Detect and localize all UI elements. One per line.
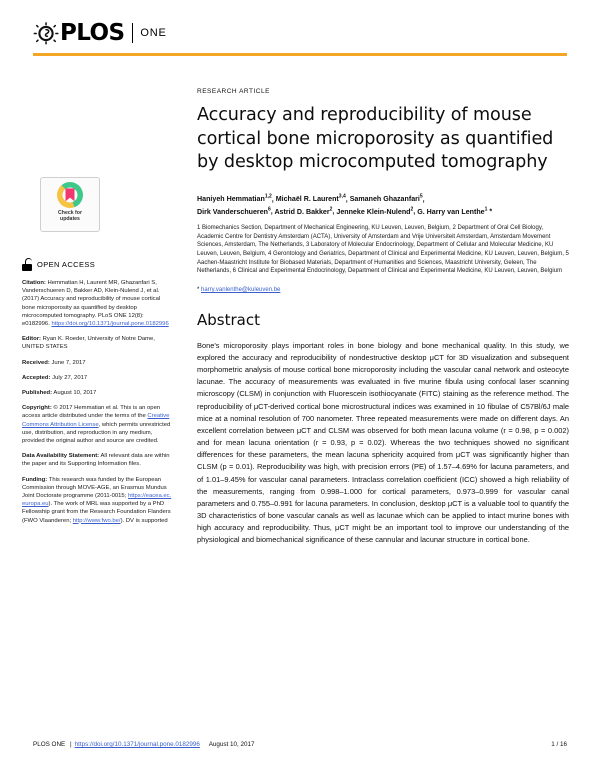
published-label: Published: bbox=[22, 390, 53, 397]
published-date: August 10, 2017 bbox=[52, 390, 97, 397]
author-list: Haniyeh Hemmatian1,2, Michaël R. Laurent… bbox=[197, 193, 493, 216]
cc-license-link[interactable]: Creative Commons Attribution License bbox=[22, 413, 170, 428]
citation-block: Citation: Hemmatian H, Laurent MR, Ghaza… bbox=[22, 279, 172, 328]
crossmark-ring-icon bbox=[57, 182, 83, 208]
funding-text-3: ). DV is supported bbox=[120, 517, 168, 524]
page-header: PLOS ONE bbox=[0, 0, 600, 60]
funding-block: Funding: This research was funded by the… bbox=[22, 476, 172, 525]
crossmark-label-line2: updates bbox=[60, 216, 80, 223]
data-availability-block: Data Availability Statement: All relevan… bbox=[22, 452, 172, 468]
received-block: Received: June 7, 2017 bbox=[22, 359, 172, 367]
fwo-link[interactable]: http://www.fwo.be/ bbox=[72, 517, 121, 524]
footer-date: August 10, 2017 bbox=[208, 741, 255, 748]
author-item[interactable]: G. Harry van Lenthe1 bbox=[417, 206, 488, 216]
crossmark-label-line1: Check for bbox=[58, 210, 82, 216]
abstract-text: Bone's microporosity plays important rol… bbox=[197, 340, 569, 545]
open-lock-icon bbox=[22, 258, 32, 271]
crossmark-label: Check for updates bbox=[58, 210, 82, 223]
copyright-label: Copyright: bbox=[22, 405, 52, 412]
crossmark-badge[interactable]: Check for updates bbox=[40, 177, 100, 232]
data-availability-text: All relevant data are within the paper a… bbox=[22, 453, 170, 468]
author-item[interactable]: Astrid D. Bakker2 bbox=[274, 206, 333, 216]
page-title: Accuracy and reproducibility of mouse co… bbox=[197, 105, 554, 172]
author-item[interactable]: Jenneke Klein-Nulend2 bbox=[336, 206, 414, 216]
accepted-date: July 27, 2017 bbox=[50, 374, 88, 381]
copyright-text-after: , which permits unrestricted use, distri… bbox=[22, 421, 171, 445]
open-access-label: OPEN ACCESS bbox=[37, 260, 96, 269]
logo-divider bbox=[132, 23, 134, 43]
accepted-label: Accepted: bbox=[22, 374, 51, 381]
author-item[interactable]: Michaël R. Laurent3,4 bbox=[275, 193, 346, 203]
received-date: June 7, 2017 bbox=[49, 359, 86, 366]
footer-page-number: 1 / 16 bbox=[551, 741, 567, 748]
funding-text-1: This research was funded by the European… bbox=[22, 476, 167, 500]
editor-text: Ryan K. Roeder, University of Notre Dame… bbox=[22, 336, 155, 351]
author-item[interactable]: Dirk Vanderschueren6 bbox=[197, 206, 271, 216]
editor-block: Editor: Ryan K. Roeder, University of No… bbox=[22, 335, 172, 351]
plos-sun-icon bbox=[33, 21, 59, 45]
crossmark-bookmark-icon bbox=[65, 188, 75, 202]
corresponding-marker: * bbox=[197, 286, 200, 293]
citation-label: Citation: bbox=[22, 280, 46, 286]
accepted-block: Accepted: July 27, 2017 bbox=[22, 374, 172, 382]
open-access-badge: OPEN ACCESS bbox=[22, 258, 172, 271]
published-block: Published: August 10, 2017 bbox=[22, 389, 172, 397]
journal-name-one: ONE bbox=[140, 27, 167, 39]
citation-text: Hemmatian H, Laurent MR, Ghazanfari S, V… bbox=[22, 280, 161, 328]
author-item[interactable]: Samaneh Ghazanfari5 bbox=[349, 193, 423, 203]
editor-label: Editor: bbox=[22, 336, 41, 343]
copyright-block: Copyright: © 2017 Hemmatian et al. This … bbox=[22, 404, 172, 445]
funding-label: Funding: bbox=[22, 476, 48, 483]
abstract-heading: Abstract bbox=[197, 310, 260, 329]
article-metadata-sidebar: Check for updates OPEN ACCESS Citation: … bbox=[22, 150, 172, 532]
footer-left: PLOS ONE | https://doi.org/10.1371/journa… bbox=[33, 741, 255, 748]
author-item[interactable]: Haniyeh Hemmatian1,2 bbox=[197, 193, 272, 203]
header-accent-rule bbox=[33, 53, 567, 56]
funding-text-2: ). The work of MRL was supported by a Ph… bbox=[22, 501, 171, 524]
corresponding-email-link[interactable]: harry.vanlenthe@kuleuven.be bbox=[201, 286, 281, 293]
data-availability-label: Data Availability Statement: bbox=[22, 453, 100, 460]
footer-separator: | bbox=[69, 741, 72, 748]
corresponding-author: * harry.vanlenthe@kuleuven.be bbox=[197, 286, 569, 295]
article-main-column: RESEARCH ARTICLE Accuracy and reproducib… bbox=[197, 88, 569, 546]
plos-wordmark: PLOS bbox=[60, 19, 125, 46]
affiliations-list: 1 Biomechanics Section, Department of Me… bbox=[197, 225, 569, 275]
citation-doi-link[interactable]: https://doi.org/10.1371/journal.pone.018… bbox=[51, 321, 169, 328]
copyright-text-before: © 2017 Hemmatian et al. This is an open … bbox=[22, 405, 161, 420]
footer-journal: PLOS ONE bbox=[33, 741, 66, 748]
eacea-link[interactable]: https://eacea.ec.europa.eu bbox=[22, 493, 172, 508]
footer-doi-link[interactable]: https://doi.org/10.1371/journal.pone.018… bbox=[74, 741, 200, 748]
article-type-kicker: RESEARCH ARTICLE bbox=[197, 88, 270, 95]
plos-one-logo[interactable]: PLOS ONE bbox=[33, 19, 167, 46]
page-footer: PLOS ONE | https://doi.org/10.1371/journa… bbox=[33, 741, 567, 748]
received-label: Received: bbox=[22, 359, 50, 366]
